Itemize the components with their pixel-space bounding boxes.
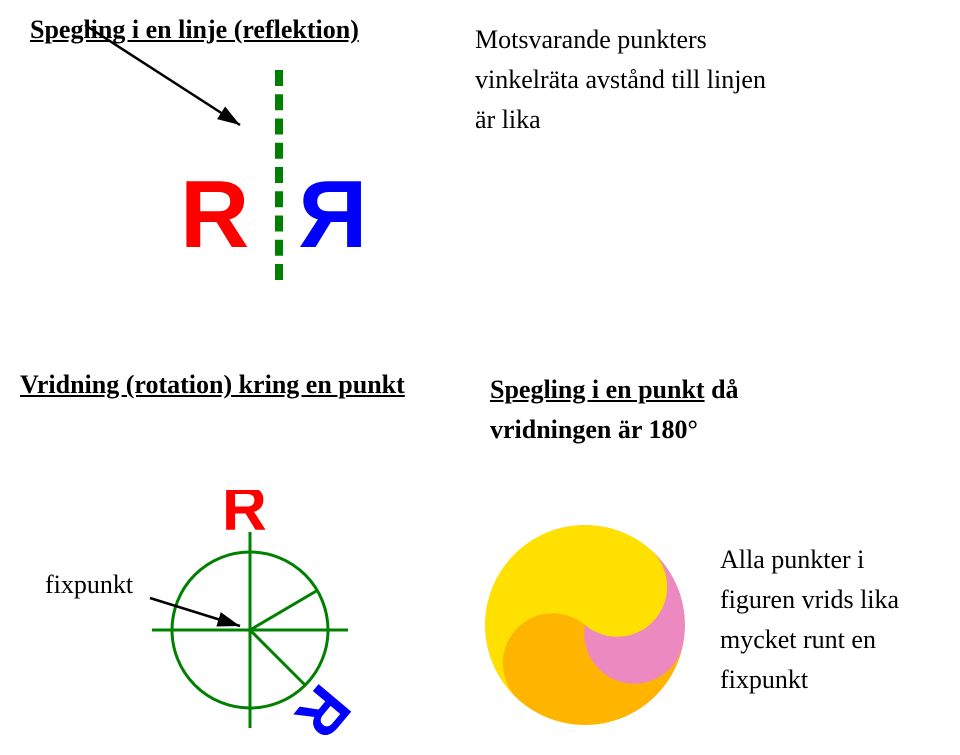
- tricomma-figure: [480, 520, 690, 730]
- letter-r-original: R: [180, 160, 249, 270]
- letter-r-mirrored: R: [298, 160, 367, 270]
- pointmirror-desc-line-2: figuren vrids lika: [720, 580, 899, 620]
- reflection-arrow-icon: [65, 15, 265, 145]
- pointmirror-desc-line-1: Alla punkter i: [720, 540, 899, 580]
- rotation-diagram-icon: R R: [110, 490, 370, 750]
- rotation-figure: R R: [110, 490, 370, 740]
- reflection-desc-line-2: vinkelräta avstånd till linjen: [475, 60, 766, 100]
- rotation-title: Vridning (rotation) kring en punkt: [20, 370, 405, 400]
- pointmirror-description: Alla punkter i figuren vrids lika mycket…: [720, 540, 899, 700]
- pointmirror-title-underlined: Spegling i en punkt: [490, 375, 705, 404]
- pointmirror-title: Spegling i en punkt då vridningen är 180…: [490, 370, 739, 450]
- svg-text:R: R: [222, 490, 267, 544]
- reflection-description: Motsvarande punkters vinkelräta avstånd …: [475, 20, 766, 140]
- pointmirror-title-rest: då: [705, 375, 739, 404]
- pointmirror-desc-line-3: mycket runt en: [720, 620, 899, 660]
- reflection-desc-line-3: är lika: [475, 100, 766, 140]
- svg-text:R: R: [282, 672, 364, 750]
- pointmirror-title-line2: vridningen är 180°: [490, 410, 739, 450]
- pointmirror-desc-line-4: fixpunkt: [720, 660, 899, 700]
- reflection-desc-line-1: Motsvarande punkters: [475, 20, 766, 60]
- tricomma-icon: [480, 520, 690, 730]
- reflection-figure: R R: [150, 70, 410, 280]
- mirror-line-icon: [275, 70, 283, 280]
